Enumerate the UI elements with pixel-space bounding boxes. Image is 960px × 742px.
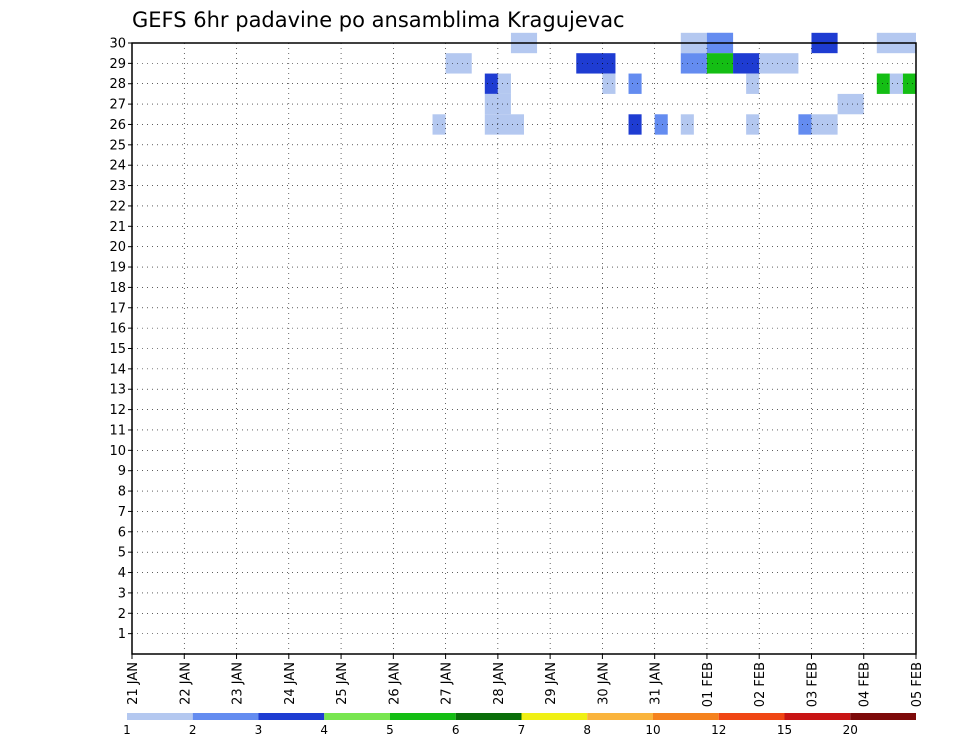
precip-cell: [628, 114, 642, 135]
x-tick-label: 05 FEB: [910, 662, 925, 707]
y-tick-label: 24: [109, 159, 126, 174]
colorbar-label: 3: [255, 723, 263, 737]
precip-cell: [628, 73, 642, 94]
colorbar-label: 20: [843, 723, 858, 737]
y-tick-label: 20: [109, 240, 126, 255]
y-tick-label: 12: [109, 403, 126, 418]
precip-cell: [576, 53, 616, 74]
x-tick-label: 30 JAN: [596, 662, 611, 705]
y-tick-label: 25: [109, 138, 126, 153]
y-tick-label: 1: [118, 627, 126, 642]
precip-cell: [733, 53, 760, 74]
x-tick-label: 27 JAN: [440, 662, 455, 705]
y-tick-label: 8: [118, 485, 126, 500]
x-tick-label: 24 JAN: [283, 662, 298, 705]
y-tick-label: 9: [118, 464, 126, 479]
y-tick-label: 10: [109, 444, 126, 459]
colorbar-swatch: [324, 713, 390, 720]
colorbar-swatch: [718, 713, 785, 720]
x-tick-label: 04 FEB: [858, 662, 873, 707]
colorbar-swatch: [784, 713, 851, 720]
colorbar-swatch: [521, 713, 588, 720]
grid-lines: [132, 42, 916, 654]
y-tick-label: 13: [109, 383, 126, 398]
precip-cell: [811, 114, 838, 135]
colorbar-swatch: [653, 713, 719, 720]
precip-cell: [680, 53, 707, 74]
colorbar-swatch: [390, 713, 456, 720]
precip-cell: [798, 114, 812, 135]
y-axis-ticks: 1234567891011121314151617181920212223242…: [109, 37, 132, 642]
x-tick-label: 31 JAN: [649, 662, 664, 705]
y-tick-label: 18: [109, 281, 126, 296]
precip-cell: [902, 73, 916, 94]
precip-cell: [706, 53, 734, 74]
precip-cell: [484, 114, 524, 135]
y-tick-label: 7: [118, 505, 126, 520]
y-tick-label: 19: [109, 261, 126, 276]
y-tick-label: 11: [109, 423, 126, 438]
colorbar-label: 7: [518, 723, 526, 737]
colorbar-label: 1: [123, 723, 131, 737]
colorbar-label: 5: [386, 723, 394, 737]
y-tick-label: 27: [109, 98, 126, 113]
precip-cell: [837, 93, 864, 115]
x-axis-ticks: 21 JAN 22 JAN 23 JAN 24 JAN 25 JAN 26 JAN 27 J…: [126, 654, 925, 707]
colorbar-swatch: [127, 713, 193, 720]
colorbar-swatch: [258, 713, 325, 720]
y-tick-label: 21: [109, 220, 126, 235]
colorbar-swatch: [587, 713, 653, 720]
y-tick-label: 3: [118, 586, 126, 601]
colorbar-swatch: [850, 713, 916, 720]
precip-cell: [432, 114, 446, 135]
x-tick-label: 23 JAN: [231, 662, 246, 705]
colorbar-swatch: [192, 713, 259, 720]
y-tick-label: 6: [118, 525, 126, 540]
colorbar-label: 12: [711, 723, 726, 737]
colorbar-label: 4: [320, 723, 328, 737]
y-tick-label: 22: [109, 199, 126, 214]
colorbar-label: 10: [645, 723, 660, 737]
y-tick-label: 28: [109, 77, 126, 92]
colorbar-label: 8: [583, 723, 591, 737]
x-tick-label: 29 JAN: [544, 662, 559, 705]
x-tick-label: 25 JAN: [335, 662, 350, 705]
y-tick-label: 30: [109, 37, 126, 52]
chart-title: GEFS 6hr padavine po ansamblima Kragujev…: [132, 8, 625, 32]
y-tick-label: 15: [109, 342, 126, 357]
heatmap-cells: [432, 32, 916, 135]
colorbar-label: 6: [452, 723, 460, 737]
x-tick-label: 21 JAN: [126, 662, 141, 705]
y-tick-label: 17: [109, 301, 126, 316]
precip-cell: [445, 53, 472, 74]
precip-cell: [654, 114, 668, 135]
x-tick-label: 02 FEB: [753, 662, 768, 707]
colorbar: 1 2 3 4 5 6 7 8 10 12 15 20: [123, 713, 916, 737]
precip-cell: [602, 73, 616, 94]
colorbar-label: 2: [189, 723, 197, 737]
y-tick-label: 5: [118, 546, 126, 561]
colorbar-swatch: [455, 713, 522, 720]
precip-cell: [889, 73, 903, 94]
x-tick-label: 28 JAN: [492, 662, 507, 705]
y-tick-label: 14: [109, 362, 126, 377]
y-tick-label: 2: [118, 607, 126, 622]
y-tick-label: 29: [109, 57, 126, 72]
y-tick-label: 16: [109, 322, 126, 337]
x-tick-label: 03 FEB: [805, 662, 820, 707]
y-tick-label: 23: [109, 179, 126, 194]
x-tick-label: 01 FEB: [701, 662, 716, 707]
colorbar-label: 15: [777, 723, 792, 737]
precip-cell: [876, 73, 890, 94]
y-tick-label: 26: [109, 118, 126, 133]
precip-cell: [759, 53, 799, 74]
precip-cell: [484, 73, 498, 94]
x-tick-label: 26 JAN: [387, 662, 402, 705]
y-tick-label: 4: [118, 566, 126, 581]
x-tick-label: 22 JAN: [178, 662, 193, 705]
precip-cell: [497, 73, 511, 94]
